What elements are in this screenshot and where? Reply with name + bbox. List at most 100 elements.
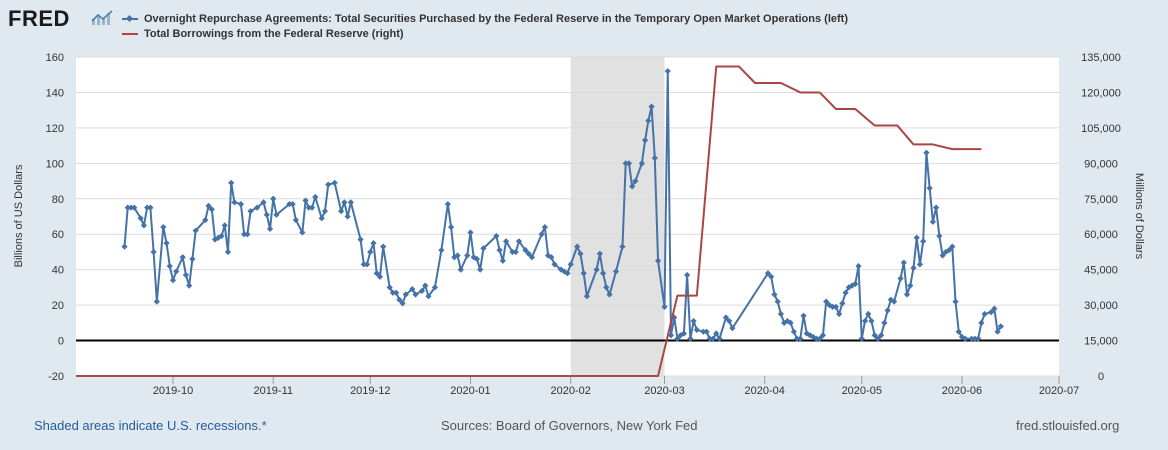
- repo-point: [263, 211, 270, 218]
- repo-point: [431, 284, 439, 291]
- repo-point: [147, 204, 154, 211]
- repo-point: [457, 266, 464, 273]
- repo-point: [874, 335, 882, 342]
- repo-point: [729, 325, 736, 332]
- x-tick-label: 2020-03: [644, 385, 684, 397]
- sources-text: Sources: Board of Governors, New York Fe…: [441, 418, 698, 433]
- repo-point: [231, 199, 238, 206]
- x-tick-label: 2020-06: [942, 385, 982, 397]
- repo-point: [425, 293, 432, 300]
- repo-point: [690, 317, 697, 325]
- y-tick-right: 75,000: [1084, 194, 1118, 206]
- y-tick-left: 120: [46, 123, 64, 135]
- y-tick-right: 45,000: [1084, 265, 1118, 277]
- repo-point: [202, 216, 209, 224]
- repo-point: [991, 305, 998, 312]
- legend-label-repo: Overnight Repurchase Agreements: Total S…: [144, 13, 848, 25]
- repo-point: [186, 282, 193, 289]
- repo-point: [153, 298, 160, 305]
- repo-point: [654, 257, 662, 264]
- legend-swatch-borrowings: [122, 33, 138, 35]
- repo-point: [968, 335, 975, 342]
- repo-point: [861, 317, 869, 325]
- repo-point: [396, 296, 403, 303]
- y-axis-right-ticks: 135,000 120,000 105,000 90,000 75,000 60,000 4…: [1081, 52, 1121, 383]
- x-axis-ticks: 2019-10 2019-11 2019-12 2020-01 2020-02 2020-…: [153, 376, 1079, 397]
- repo-point: [897, 275, 904, 282]
- fred-chart-icon: [90, 9, 114, 27]
- repo-point: [273, 211, 280, 218]
- repo-point: [389, 289, 396, 296]
- recession-note-link[interactable]: Shaded areas indicate U.S. recessions.*: [34, 418, 267, 433]
- repo-point: [224, 248, 232, 256]
- legend-item-repo[interactable]: Overnight Repurchase Agreements: Total S…: [122, 13, 848, 25]
- x-tick-label: 2020-07: [1039, 385, 1079, 397]
- repo-point: [163, 239, 170, 247]
- y-tick-left: 20: [52, 300, 64, 312]
- repo-point: [528, 254, 536, 261]
- repo-point: [722, 314, 730, 321]
- x-tick-label: 2019-12: [350, 385, 390, 397]
- repo-point: [444, 200, 451, 208]
- repo-point: [418, 287, 426, 295]
- y-tick-left: 140: [46, 87, 64, 99]
- repo-point: [363, 261, 371, 268]
- repo-point: [975, 335, 982, 342]
- repo-point: [140, 222, 148, 229]
- repo-point: [687, 335, 694, 342]
- repo-point: [121, 243, 128, 250]
- repo-point: [884, 307, 891, 314]
- repo-point: [473, 255, 481, 263]
- repo-point: [477, 266, 484, 273]
- x-tick-label: 2019-10: [153, 385, 193, 397]
- repo-point: [131, 204, 138, 211]
- y-axis-left-title: Billions of US Dollars: [13, 164, 25, 267]
- legend-swatch-repo: [122, 14, 138, 23]
- repo-point: [939, 252, 946, 259]
- repo-point: [179, 254, 186, 261]
- site-link[interactable]: fred.stlouisfed.org: [1016, 418, 1120, 433]
- y-tick-right: 30,000: [1084, 300, 1118, 312]
- x-tick-label: 2020-02: [551, 385, 591, 397]
- repo-point: [289, 200, 296, 208]
- series-borrowings[interactable]: [76, 65, 982, 377]
- y-tick-left: 60: [52, 229, 64, 241]
- y-tick-left: 80: [52, 194, 64, 206]
- repo-point: [286, 200, 293, 208]
- repo-point: [221, 222, 228, 229]
- repo-point: [910, 264, 917, 272]
- repo-point: [373, 270, 380, 277]
- x-tick-label: 2019-11: [253, 385, 293, 397]
- repo-point: [797, 335, 804, 342]
- recession-shading: [570, 57, 665, 376]
- y-tick-right: 120,000: [1081, 87, 1121, 99]
- fred-logo[interactable]: FRED: [8, 6, 70, 31]
- repo-point: [360, 261, 367, 268]
- repo-point: [182, 271, 190, 279]
- repo-point: [386, 284, 393, 291]
- legend-item-borrowings[interactable]: Total Borrowings from the Federal Reserv…: [122, 28, 404, 40]
- borrowings-line: [76, 65, 982, 377]
- repo-point: [253, 204, 261, 211]
- repo-point: [548, 254, 555, 261]
- repo-point: [593, 266, 600, 273]
- y-tick-right: 0: [1098, 371, 1104, 383]
- repo-point: [244, 231, 251, 238]
- y-tick-right: 15,000: [1084, 336, 1118, 348]
- repo-point: [192, 227, 199, 234]
- repo-point: [726, 317, 733, 325]
- repo-point: [793, 335, 801, 342]
- repo-point: [706, 335, 713, 342]
- repo-point: [716, 335, 723, 342]
- plot-background: [76, 57, 1059, 376]
- repo-point: [124, 204, 131, 211]
- repo-point: [962, 335, 969, 342]
- y-tick-left: 40: [52, 265, 64, 277]
- repo-point: [464, 252, 471, 259]
- repo-point: [218, 232, 225, 240]
- x-tick-label: 2020-04: [745, 385, 785, 397]
- repo-point: [137, 215, 144, 222]
- repo-point: [399, 300, 406, 307]
- repo-point: [603, 284, 610, 291]
- repo-point: [402, 291, 409, 298]
